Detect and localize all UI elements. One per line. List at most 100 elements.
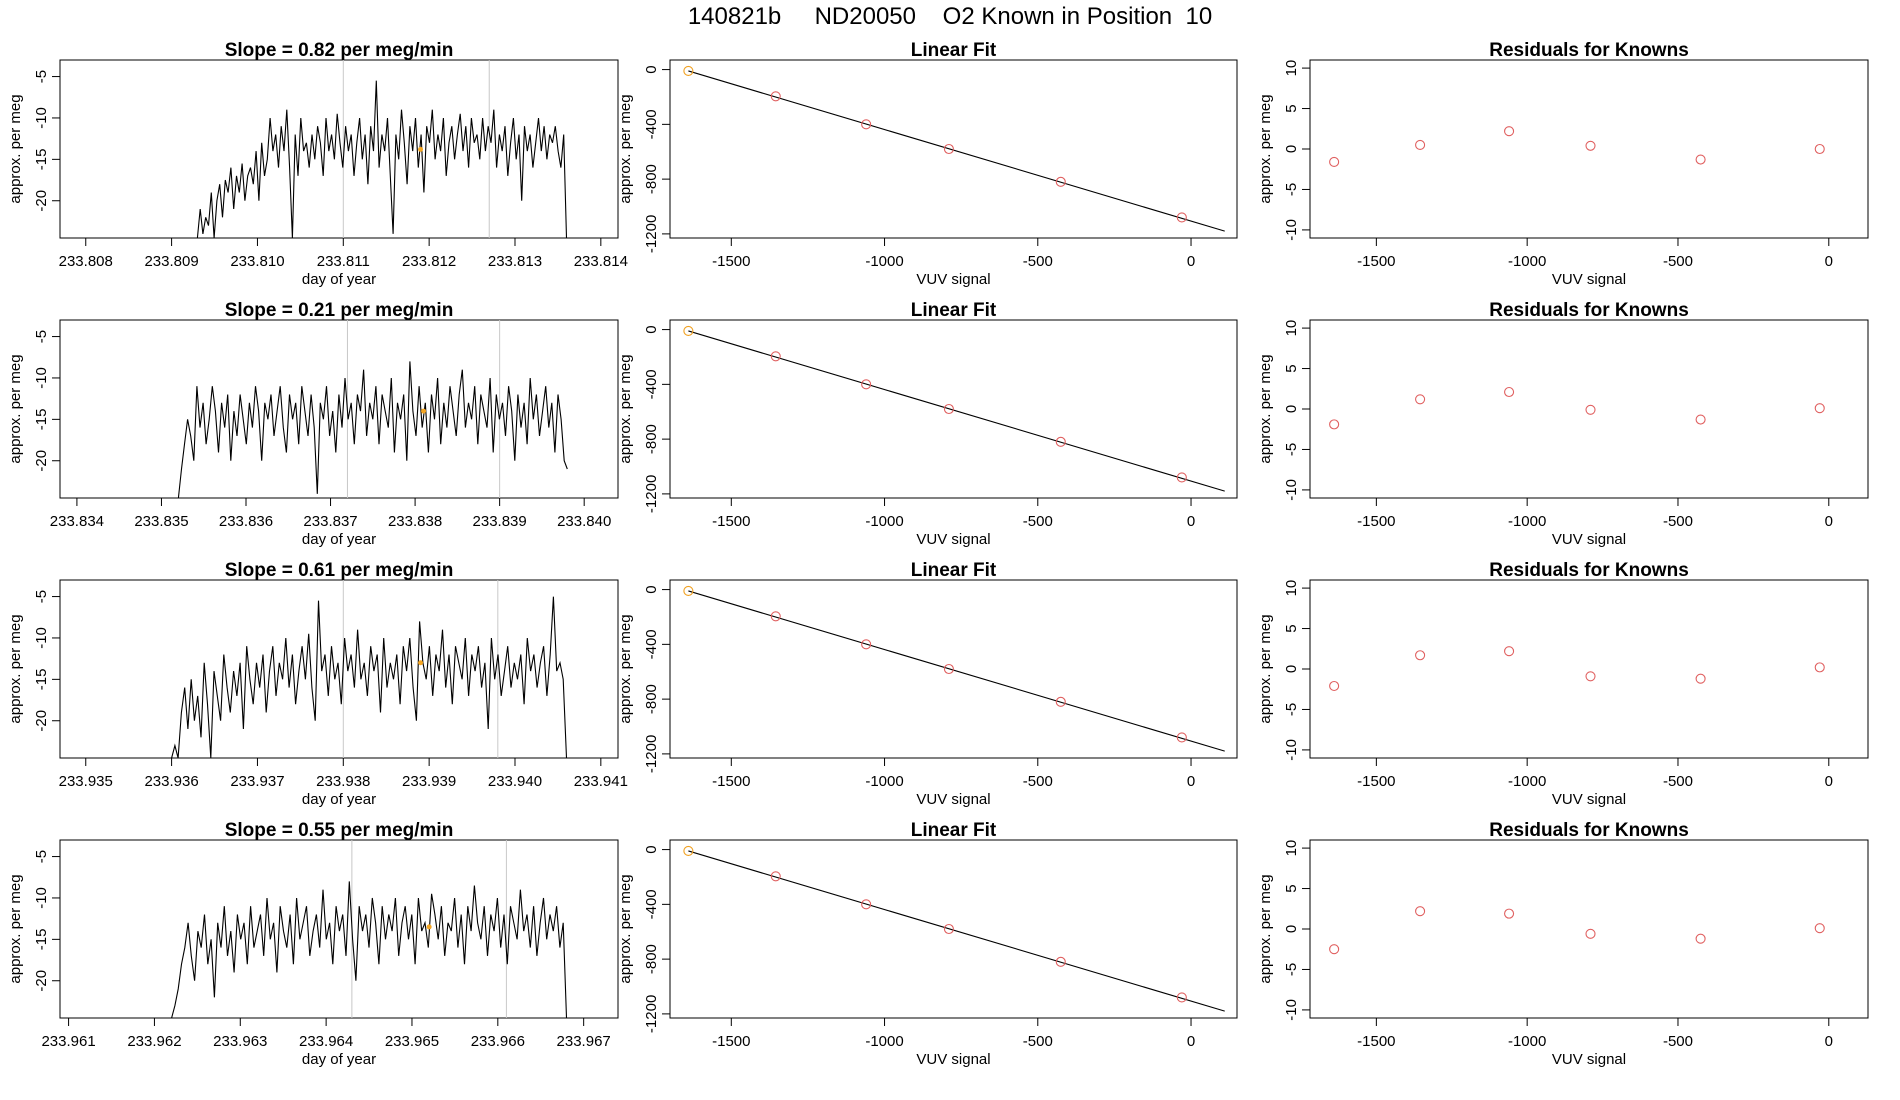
y-tick-label: 0: [1283, 405, 1300, 413]
x-tick-label: 0: [1187, 773, 1195, 790]
y-tick-label: -10: [33, 627, 50, 649]
data-point: [1695, 414, 1706, 425]
x-tick-label: 233.941: [574, 773, 628, 790]
x-tick-label: -500: [1023, 773, 1053, 790]
data-point: [1176, 732, 1187, 743]
data-point: [943, 663, 954, 675]
y-tick-label: 0: [643, 325, 660, 333]
x-tick-label: 233.814: [574, 253, 628, 270]
x-axis-label: VUV signal: [916, 1051, 990, 1068]
data-trace: [171, 881, 568, 1018]
y-axis-label: approx. per meg: [617, 354, 634, 463]
x-tick-label: 233.813: [488, 253, 542, 270]
chart-title: Linear Fit: [911, 820, 997, 841]
chart-panel-11: Linear Fit -1500 -1000 -500 0 0 -400 -800 -1200 V…: [617, 820, 1238, 1068]
x-axis-label: VUV signal: [1552, 791, 1626, 808]
x-tick-label: 0: [1825, 1033, 1833, 1050]
chart-panel-12: Residuals for Knowns -1500 -1000 -500 0 10 5 0 -…: [1257, 820, 1869, 1068]
figure-title: 140821b ND20050 O2 Known in Position 10: [687, 3, 1213, 30]
mean-marker: [426, 924, 432, 930]
data-point: [1415, 906, 1426, 917]
chart-panel-1: Slope = 0.82 per meg/min 233.808 233.809 23…: [7, 40, 628, 288]
y-tick-label: -20: [33, 710, 50, 732]
x-tick-label: 233.840: [557, 513, 611, 530]
x-tick-label: 0: [1825, 513, 1833, 530]
data-point: [1055, 436, 1066, 447]
y-tick-label: -1200: [643, 215, 660, 253]
data-point: [1415, 139, 1426, 151]
x-axis-label: day of year: [302, 791, 376, 808]
x-tick-label: 233.963: [213, 1033, 267, 1050]
data-point: [1585, 404, 1596, 415]
x-tick-label: 233.937: [230, 773, 284, 790]
x-tick-label: 233.811: [317, 253, 370, 270]
data-point: [943, 143, 954, 155]
y-tick-label: 5: [1283, 624, 1300, 632]
data-point: [1814, 662, 1825, 673]
fit-line: [688, 850, 1225, 1012]
chart-panel-3: Residuals for Knowns -1500 -1000 -500 0 10 5 0 -…: [1257, 40, 1869, 288]
data-point: [770, 351, 781, 362]
y-tick-label: -800: [643, 164, 660, 194]
plot-frame: [669, 319, 1238, 499]
data-point: [770, 91, 781, 102]
y-tick-label: -1200: [643, 735, 660, 773]
y-tick-label: 5: [1283, 104, 1300, 112]
y-tick-label: 10: [1283, 320, 1300, 337]
x-axis-label: day of year: [302, 531, 376, 548]
x-tick-label: -1000: [865, 253, 903, 270]
x-axis-label: VUV signal: [1552, 271, 1626, 288]
plot-frame: [1309, 319, 1869, 499]
y-tick-label: 10: [1283, 840, 1300, 857]
data-point: [1176, 472, 1187, 483]
plot-frame: [669, 579, 1238, 759]
y-tick-label: -20: [33, 450, 50, 472]
chart-title: Linear Fit: [911, 40, 997, 61]
data-point: [1585, 671, 1596, 682]
y-tick-label: -400: [643, 109, 660, 139]
y-tick-label: 0: [643, 845, 660, 853]
plot-frame: [59, 839, 619, 1019]
y-tick-label: -5: [33, 70, 50, 83]
chart-title: Residuals for Knowns: [1489, 40, 1689, 61]
fit-line: [688, 330, 1225, 492]
x-tick-label: 233.836: [219, 513, 273, 530]
chart-panel-5: Linear Fit -1500 -1000 -500 0 0 -400 -800 -1200 V…: [617, 300, 1238, 548]
plot-frame: [1309, 839, 1869, 1019]
x-tick-label: 233.839: [473, 513, 527, 530]
y-tick-label: -15: [33, 409, 50, 431]
x-tick-label: 0: [1187, 513, 1195, 530]
y-axis-label: approx. per meg: [1257, 614, 1274, 723]
chart-panel-10: Slope = 0.55 per meg/min 233.961 233.962 23…: [7, 820, 619, 1068]
y-tick-label: -400: [643, 369, 660, 399]
y-tick-label: -10: [1283, 999, 1300, 1021]
plot-frame: [59, 319, 619, 499]
x-tick-label: -500: [1663, 253, 1693, 270]
data-point: [770, 871, 781, 882]
y-tick-label: -10: [33, 367, 50, 389]
y-tick-label: -5: [33, 330, 50, 343]
x-tick-label: 0: [1187, 253, 1195, 270]
data-point: [943, 923, 954, 935]
data-point: [861, 119, 872, 130]
chart-title: Residuals for Knowns: [1489, 820, 1689, 841]
chart-title: Linear Fit: [911, 300, 997, 321]
x-tick-label: 233.940: [488, 773, 542, 790]
x-tick-label: -1000: [1508, 1033, 1546, 1050]
y-tick-label: -800: [643, 944, 660, 974]
highlighted-point: [683, 585, 694, 597]
x-tick-label: -1500: [712, 253, 750, 270]
data-point: [1329, 419, 1340, 430]
x-axis-label: day of year: [302, 1051, 376, 1068]
x-tick-label: -1000: [1508, 773, 1546, 790]
y-tick-label: 0: [1283, 925, 1300, 933]
data-point: [1695, 933, 1706, 944]
highlighted-point: [683, 65, 694, 77]
y-tick-label: -20: [33, 970, 50, 992]
x-tick-label: -1500: [1357, 253, 1395, 270]
y-axis-label: approx. per meg: [7, 614, 24, 723]
x-tick-label: -1500: [712, 1033, 750, 1050]
y-tick-label: 10: [1283, 60, 1300, 77]
chart-title: Residuals for Knowns: [1489, 300, 1689, 321]
y-axis-label: approx. per meg: [617, 94, 634, 203]
